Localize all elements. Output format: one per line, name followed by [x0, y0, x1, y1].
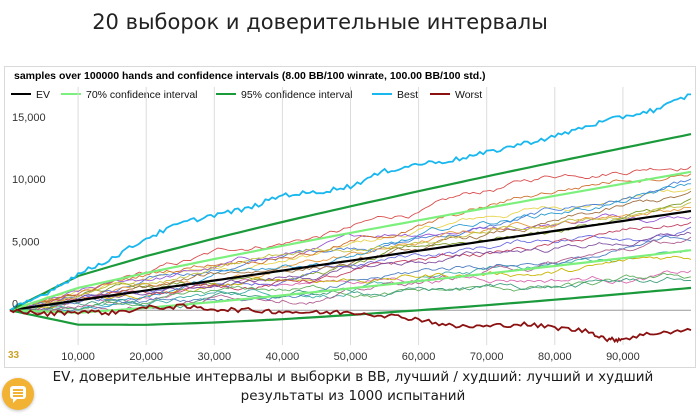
x-tick-label: 80,000	[538, 351, 572, 363]
sample-path	[9, 201, 692, 311]
sample-path	[9, 173, 692, 311]
x-tick-label: 10,000	[61, 351, 95, 363]
sample-path	[9, 272, 692, 312]
x-tick-label: 30,000	[197, 351, 231, 363]
legend-label: 95% confidence interval	[241, 89, 353, 101]
sample-paths	[9, 166, 692, 314]
y-tick-label: 15,000	[12, 112, 46, 124]
ev-line	[9, 209, 692, 312]
ci-upper-line	[9, 133, 692, 312]
x-tick-label: 20,000	[129, 351, 163, 363]
chart-title: samples over 100000 hands and confidence…	[14, 70, 486, 82]
sample-path	[9, 221, 692, 312]
chat-button[interactable]	[2, 378, 34, 410]
best-line	[9, 93, 691, 312]
x-tick-label: 40,000	[266, 351, 300, 363]
y-tick-label: 5,000	[12, 236, 40, 248]
chat-icon	[10, 386, 26, 403]
ci-lower-line	[9, 286, 692, 326]
legend-label: Best	[397, 89, 418, 101]
page-title: 20 выборок и доверительные интервалы	[92, 10, 548, 34]
sample-path	[9, 235, 692, 311]
y-tick-label: 10,000	[12, 174, 46, 186]
ci-lower-line	[9, 249, 692, 314]
main-series	[9, 93, 692, 344]
legend-label: EV	[36, 89, 50, 101]
chart-panel: samples over 100000 hands and confidence…	[4, 66, 696, 368]
x-tick-label: 50,000	[334, 351, 368, 363]
sample-path	[10, 231, 692, 313]
sample-path	[9, 276, 691, 312]
sample-path	[9, 190, 692, 312]
chart-legend: EV 70% confidence interval 95% confidence …	[11, 89, 482, 101]
page-number: 33	[8, 350, 20, 361]
axis-ticks: 10,000 20,000 30,000 40,000 50,000 60,000 70,0…	[12, 112, 640, 363]
figure-caption: EV, доверительные интервалы и выборки в …	[52, 369, 654, 404]
worst-line	[9, 303, 692, 344]
chart-svg: samples over 100000 hands and confidence…	[9, 70, 692, 363]
sample-path	[9, 206, 692, 311]
x-tick-label: 70,000	[470, 351, 504, 363]
legend-label: 70% confidence interval	[86, 89, 198, 101]
x-tick-label: 60,000	[402, 351, 436, 363]
x-tick-label: 90,000	[606, 351, 640, 363]
ci-upper-line	[9, 170, 692, 312]
legend-label: Worst	[455, 89, 482, 101]
sample-path	[9, 213, 692, 311]
sample-path	[9, 249, 692, 314]
y-tick-label: 0	[12, 298, 18, 310]
